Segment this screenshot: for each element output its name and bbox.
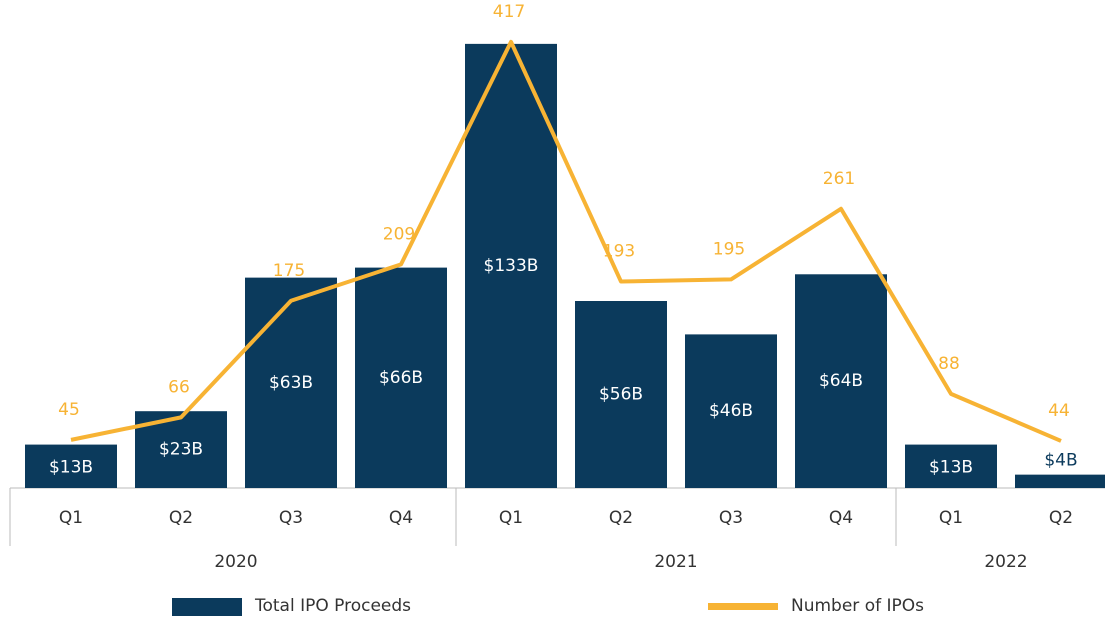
- bar-value-label: $133B: [484, 256, 539, 276]
- line-value-label: 45: [58, 400, 80, 420]
- x-tick-label: Q3: [719, 508, 743, 528]
- x-tick-label: Q2: [169, 508, 193, 528]
- line-value-label: 66: [168, 377, 190, 397]
- bar-value-label: $4B: [1044, 451, 1077, 471]
- line-value-label: 175: [273, 261, 305, 281]
- x-group-label: 2022: [984, 552, 1027, 572]
- x-group-label: 2020: [214, 552, 257, 572]
- legend-swatch: [172, 598, 242, 616]
- legend-swatch: [708, 603, 778, 610]
- x-group-label: 2021: [654, 552, 697, 572]
- bar-value-label: $56B: [599, 385, 643, 405]
- bar: [1015, 474, 1105, 488]
- bar: [25, 444, 117, 488]
- bar: [575, 301, 667, 488]
- bar-value-label: $13B: [929, 458, 973, 478]
- bar: [905, 444, 997, 488]
- x-tick-label: Q1: [59, 508, 83, 528]
- bar-value-label: $13B: [49, 458, 93, 478]
- x-tick-label: Q2: [1049, 508, 1073, 528]
- line-value-label: 88: [938, 354, 960, 374]
- bar: [245, 277, 337, 488]
- bar: [795, 274, 887, 488]
- bar-value-label: $63B: [269, 373, 313, 393]
- line-value-label: 195: [713, 239, 745, 259]
- x-tick-label: Q4: [829, 508, 853, 528]
- line-value-label: 209: [383, 224, 415, 244]
- legend-label: Total IPO Proceeds: [254, 596, 411, 616]
- x-tick-label: Q2: [609, 508, 633, 528]
- line: [70, 39, 1062, 443]
- bar: [355, 267, 447, 488]
- x-tick-label: Q1: [499, 508, 523, 528]
- bar-value-label: $46B: [709, 401, 753, 421]
- x-tick-label: Q4: [389, 508, 413, 528]
- bar: [685, 334, 777, 488]
- line-value-label: 417: [493, 2, 525, 22]
- x-tick-label: Q3: [279, 508, 303, 528]
- legend-label: Number of IPOs: [791, 596, 924, 616]
- line-value-label: 261: [823, 169, 855, 189]
- bar-value-label: $64B: [819, 371, 863, 391]
- x-tick-label: Q1: [939, 508, 963, 528]
- bar: [465, 43, 557, 488]
- bar-value-label: $66B: [379, 368, 423, 388]
- line-value-label: 193: [603, 242, 635, 262]
- bar-value-label: $23B: [159, 440, 203, 460]
- line-value-label: 44: [1048, 401, 1070, 421]
